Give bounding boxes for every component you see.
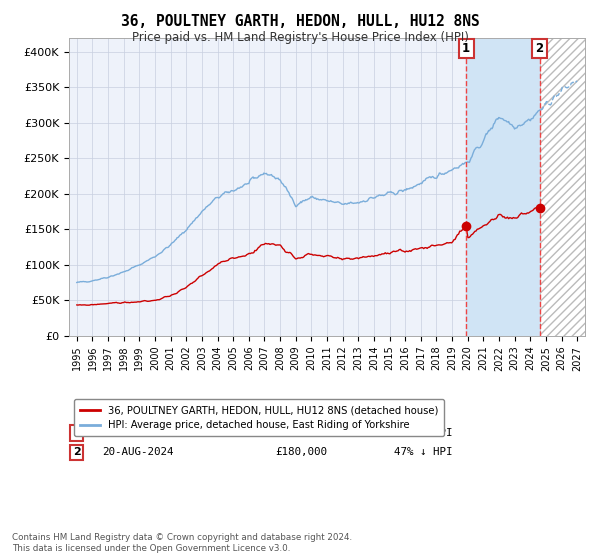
- Text: 36, POULTNEY GARTH, HEDON, HULL, HU12 8NS: 36, POULTNEY GARTH, HEDON, HULL, HU12 8N…: [121, 14, 479, 29]
- Text: 41% ↓ HPI: 41% ↓ HPI: [394, 428, 452, 438]
- Text: Price paid vs. HM Land Registry's House Price Index (HPI): Price paid vs. HM Land Registry's House …: [131, 31, 469, 44]
- Text: £180,000: £180,000: [275, 447, 328, 458]
- Text: 47% ↓ HPI: 47% ↓ HPI: [394, 447, 452, 458]
- Text: 1: 1: [462, 42, 470, 55]
- Text: £155,000: £155,000: [275, 428, 328, 438]
- Text: 2: 2: [536, 42, 544, 55]
- Text: 22-NOV-2019: 22-NOV-2019: [103, 428, 174, 438]
- Legend: 36, POULTNEY GARTH, HEDON, HULL, HU12 8NS (detached house), HPI: Average price, : 36, POULTNEY GARTH, HEDON, HULL, HU12 8N…: [74, 399, 445, 436]
- Text: 20-AUG-2024: 20-AUG-2024: [103, 447, 174, 458]
- Bar: [466, 38, 539, 336]
- Text: 1: 1: [73, 428, 80, 438]
- Text: Contains HM Land Registry data © Crown copyright and database right 2024.
This d: Contains HM Land Registry data © Crown c…: [12, 533, 352, 553]
- Text: 2: 2: [73, 447, 80, 458]
